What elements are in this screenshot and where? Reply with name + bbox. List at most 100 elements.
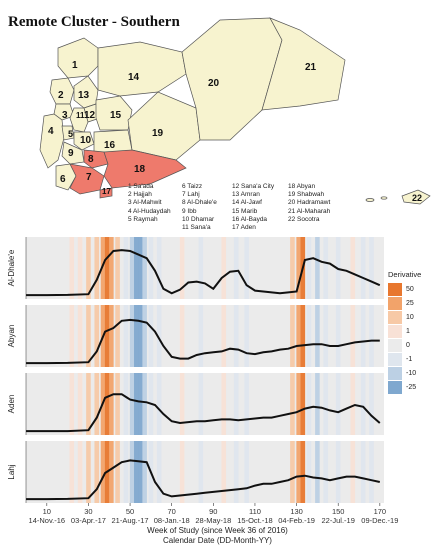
derivative-swatch <box>388 296 402 310</box>
x-tick-label: 130 <box>290 507 303 516</box>
region-9 <box>61 141 85 165</box>
map-label-2: 2 <box>58 90 64 101</box>
derivative-band <box>156 441 162 503</box>
derivative-legend-item: -25 <box>388 380 421 394</box>
derivative-band <box>369 441 374 503</box>
derivative-band <box>335 441 341 503</box>
region-8 <box>83 149 109 169</box>
region-17 <box>99 187 113 199</box>
derivative-label: 25 <box>406 299 414 307</box>
derivative-label: -25 <box>406 383 417 391</box>
map-label-8: 8 <box>88 154 94 165</box>
map-label-18: 18 <box>134 164 146 175</box>
derivative-band <box>142 373 147 435</box>
derivative-band <box>129 305 135 367</box>
derivative-band <box>290 237 295 299</box>
derivative-legend-item: 50 <box>388 282 421 296</box>
derivative-band <box>109 441 114 503</box>
derivative-legend-title: Derivative <box>388 270 422 279</box>
panel-label: Al-Dhale'e <box>7 249 16 286</box>
x-axis-title: Week of Study (since Week 36 of 2016) <box>147 526 288 535</box>
derivative-band <box>290 305 295 367</box>
x-date-label: 21-Aug.-17 <box>112 516 149 525</box>
derivative-band <box>142 441 147 503</box>
derivative-band <box>86 441 91 503</box>
derivative-band <box>179 441 185 503</box>
derivative-band <box>221 441 227 503</box>
derivative-band <box>244 305 249 367</box>
series-line <box>26 318 380 365</box>
x-tick-label: 70 <box>168 507 176 516</box>
map-label-7: 7 <box>86 172 92 183</box>
figure-title: Remote Cluster - Southern <box>8 14 180 30</box>
region-7 <box>69 163 105 195</box>
region-10 <box>73 131 95 151</box>
x-date-label: 14-Nov.-16 <box>29 516 66 525</box>
x-tick-label: 150 <box>332 507 345 516</box>
derivative-band <box>123 373 129 435</box>
map-label-10: 10 <box>80 135 92 146</box>
derivative-band <box>369 305 374 367</box>
derivative-band <box>198 373 204 435</box>
region-4 <box>39 113 65 169</box>
derivative-band <box>290 373 295 435</box>
derivative-band <box>134 373 139 435</box>
derivative-label: -10 <box>406 369 417 377</box>
derivative-band <box>94 373 100 435</box>
x-tick-label: 90 <box>209 507 217 516</box>
derivative-band <box>142 237 147 299</box>
map-label-4: 4 <box>48 126 54 137</box>
derivative-band <box>369 237 374 299</box>
x-date-label: 28-May-18 <box>195 516 231 525</box>
derivative-band <box>148 237 154 299</box>
derivative-band <box>233 237 239 299</box>
derivative-band <box>86 237 91 299</box>
derivative-band <box>300 373 306 435</box>
derivative-band <box>115 441 120 503</box>
derivative-band <box>77 441 83 503</box>
map-label-22: 22 <box>412 193 422 203</box>
x-date-label: 22-Jul.-19 <box>322 516 355 525</box>
governorate-legend-col-3: 12 Sana'a City 13 Amran 14 Al-Jawf 15 Marib… <box>232 183 275 232</box>
derivative-band <box>69 237 75 299</box>
map-label-14: 14 <box>128 72 140 83</box>
derivative-label: 1 <box>406 327 410 335</box>
map-label-6: 6 <box>60 174 66 185</box>
derivative-band <box>94 441 100 503</box>
derivative-band <box>306 373 312 435</box>
derivative-band <box>315 441 320 503</box>
derivative-band <box>350 237 356 299</box>
derivative-band <box>350 373 356 435</box>
derivative-band <box>233 373 239 435</box>
map-label-15: 15 <box>110 110 122 121</box>
x-date-label: 15-Oct.-18 <box>237 516 272 525</box>
derivative-band <box>156 373 162 435</box>
x-tick-label: 30 <box>84 507 92 516</box>
x-date-label: 08-Jan.-18 <box>154 516 190 525</box>
panel-label: Aden <box>7 395 16 414</box>
derivative-band <box>142 305 147 367</box>
governorate-legend-col-2: 6 Taizz 7 Lahj 8 Al-Dhale'e 9 Ibb 10 Dhamar 1… <box>182 183 217 232</box>
map-label-11: 11 <box>76 111 85 120</box>
derivative-band <box>233 441 239 503</box>
derivative-band <box>244 373 249 435</box>
map-label-16: 16 <box>104 140 116 151</box>
region-1 <box>57 37 99 79</box>
region-20 <box>181 17 283 141</box>
map-label-20: 20 <box>208 78 220 89</box>
governorate-legend-col-4: 18 Abyan 19 Shabwah 20 Hadramawt 21 Al-Maha… <box>288 183 331 223</box>
derivative-band <box>69 441 75 503</box>
derivative-band <box>134 237 139 299</box>
derivative-band <box>109 305 114 367</box>
derivative-band <box>306 237 312 299</box>
derivative-band <box>315 373 320 435</box>
x-tick-label: 110 <box>249 507 261 516</box>
x-axis-subtitle: Calendar Date (DD-Month-YY) <box>163 536 272 545</box>
derivative-band <box>69 305 75 367</box>
derivative-band <box>134 441 139 503</box>
panel-label: Abyan <box>7 325 16 348</box>
derivative-band <box>129 373 135 435</box>
derivative-band <box>138 305 143 367</box>
derivative-legend: Derivative 50 25 10 1 0 -1 -10 -25 <box>388 270 421 394</box>
derivative-band <box>300 441 306 503</box>
